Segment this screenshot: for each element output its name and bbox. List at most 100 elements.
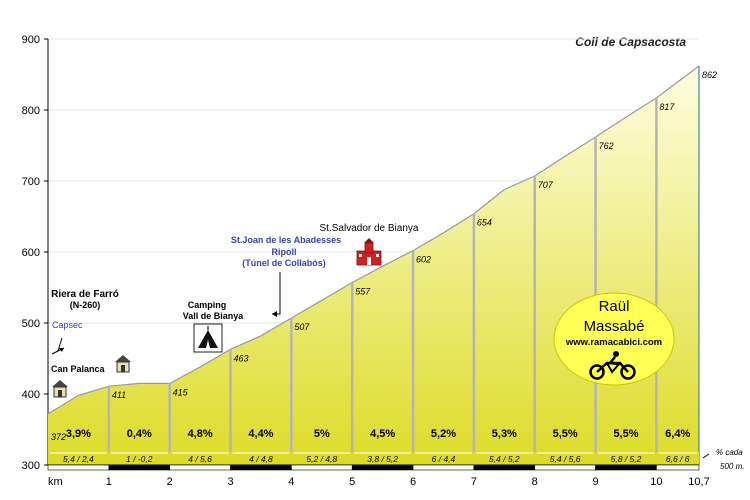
elevation-label: 762 <box>599 141 614 151</box>
x-scale-segment <box>412 464 475 471</box>
profile-area <box>47 65 700 465</box>
x-tick-label: 4 <box>288 476 294 488</box>
bicycle-icon <box>589 351 636 380</box>
segment-gradient-label: 0,4% <box>127 428 152 440</box>
x-tick-label: 10,7 <box>688 476 709 488</box>
x-tick-label: 9 <box>593 476 599 488</box>
arrow-note-icon <box>702 453 710 459</box>
half-km-label: 5,4 / 5,2 <box>489 454 520 464</box>
segment-gradient-label: 4,8% <box>188 428 213 440</box>
elevation-label: 817 <box>659 102 675 112</box>
profile-line <box>47 65 700 415</box>
arrow-head-icon <box>59 348 64 352</box>
x-tick-label: 1 <box>106 476 112 488</box>
annotation-st-joan-line2: Ripoll <box>272 247 297 257</box>
segment-gradient-label: 5% <box>314 428 330 440</box>
segment-gradient-label: 4,4% <box>248 428 273 440</box>
elevation-label: 862 <box>702 70 717 80</box>
segment-gradient-label: 3,9% <box>66 428 91 440</box>
elevation-label: 654 <box>477 218 492 228</box>
annotation-capsec: Capsec <box>52 320 83 330</box>
elevation-labels: 372 411 415 463 507 557 602 654 707 762 817 862 <box>51 70 717 442</box>
arrow-st-joan-icon <box>272 272 281 315</box>
annotation-st-salvador: St.Salvador de Bianya <box>320 223 419 234</box>
x-scale-segment <box>47 464 110 471</box>
x-tick-label: 10 <box>650 476 662 488</box>
x-scale-segment <box>351 464 414 471</box>
half-km-label: 4 / 4,8 <box>249 454 273 464</box>
y-axis: 300 400 500 600 700 800 900 <box>22 34 49 472</box>
half-km-label: 6,6 / 6 <box>666 454 690 464</box>
y-tick-label: 500 <box>22 318 40 330</box>
house-icon <box>115 355 131 373</box>
x-scale-segment <box>108 464 170 471</box>
x-tick-label: 2 <box>167 476 173 488</box>
author-badge: Raül Massabé www.ramacabici.com <box>553 292 675 386</box>
half-km-label: 3,8 / 5,2 <box>367 454 398 464</box>
x-tick-label: 6 <box>410 476 416 488</box>
x-tick-label: 5 <box>349 476 355 488</box>
segment-gradient-label: 5,3% <box>492 428 517 440</box>
half-km-label: 6 / 4,4 <box>432 454 456 464</box>
chart-title: Coll de Capsacosta <box>575 35 686 49</box>
annotation-camping: Camping Vall de Bianya <box>183 300 245 321</box>
half-km-label: 5,2 / 4,8 <box>306 454 337 464</box>
half-km-strip-bg <box>48 452 699 465</box>
x-scale-segment <box>656 464 700 471</box>
segment-gradient-label: 4,5% <box>370 428 395 440</box>
y-tick-label: 800 <box>22 105 40 117</box>
half-km-strip: 5,4 / 2,4 1 / -0,2 4 / 5,6 4 / 4,8 5,2 / 4,8… <box>48 452 699 465</box>
x-axis: km 1 2 3 4 5 6 7 8 9 10 10,7 <box>47 464 710 488</box>
elevation-label: 557 <box>355 287 371 297</box>
annotation-st-joan-line1: St.Joan de les Abadesses <box>231 235 341 245</box>
x-axis-label: km <box>48 476 63 488</box>
annotation-riera-line1: Riera de Farró <box>51 289 119 300</box>
x-scale-segment <box>595 464 657 471</box>
y-tick-label: 400 <box>22 389 40 401</box>
annotation-camping-line1: Camping <box>188 300 227 310</box>
author-name-line1: Raül <box>599 298 630 315</box>
house-icon <box>52 380 68 398</box>
half-km-label: 5,4 / 5,6 <box>550 454 581 464</box>
y-tick-label: 900 <box>22 34 40 46</box>
x-scale-segment <box>473 464 536 471</box>
km-dividers <box>107 65 700 465</box>
x-scale-segment <box>169 464 231 471</box>
y-tick-label: 300 <box>22 460 40 472</box>
annotation-riera-line2: (N-260) <box>70 300 101 310</box>
segment-gradient-label: 5,2% <box>431 428 456 440</box>
elevation-label: 602 <box>416 255 431 265</box>
elevation-label: 372 <box>51 432 66 442</box>
author-name-line2: Massabé <box>584 318 645 335</box>
half-km-label: 5,4 / 2,4 <box>63 454 94 464</box>
elevation-label: 463 <box>234 353 249 363</box>
elevation-label: 507 <box>294 322 310 332</box>
annotation-can-palanca: Can Palanca <box>51 364 106 374</box>
annotation-riera-de-farro: Riera de Farró (N-260) <box>51 289 119 310</box>
arrow-capsec-icon <box>57 337 63 352</box>
profile-fill <box>48 66 699 465</box>
elevation-label: 415 <box>173 387 189 397</box>
x-scale-segment <box>230 464 292 471</box>
half-km-label: 4 / 5,6 <box>188 454 212 464</box>
segment-gradient-label: 5,5% <box>613 428 638 440</box>
x-tick-label: 8 <box>532 476 538 488</box>
y-tick-label: 600 <box>22 247 40 259</box>
segment-gradient-label: 6,4% <box>665 428 690 440</box>
x-tick-label: 7 <box>471 476 477 488</box>
half-km-label: 5,8 / 5,2 <box>611 454 642 464</box>
author-website: www.ramacabici.com <box>565 337 662 348</box>
half-km-note-line1: % cada <box>716 448 743 457</box>
elevation-label: 707 <box>538 180 554 190</box>
y-tick-label: 700 <box>22 176 40 188</box>
x-scale-segment <box>291 464 353 471</box>
x-tick-label: 3 <box>227 476 233 488</box>
segment-gradients: 3,9% 0,4% 4,8% 4,4% 5% 4,5% 5,2% 5,3% 5,5% 5,5% 6,… <box>66 428 691 440</box>
x-scale-segment <box>534 464 596 471</box>
annotation-st-joan: St.Joan de les Abadesses Ripoll (Túnel d… <box>231 235 341 268</box>
half-km-label: 1 / -0,2 <box>126 454 153 464</box>
half-km-note-line2: 500 m. <box>720 462 744 471</box>
segment-gradient-label: 5,5% <box>553 428 578 440</box>
arrow-head-icon <box>272 311 277 317</box>
